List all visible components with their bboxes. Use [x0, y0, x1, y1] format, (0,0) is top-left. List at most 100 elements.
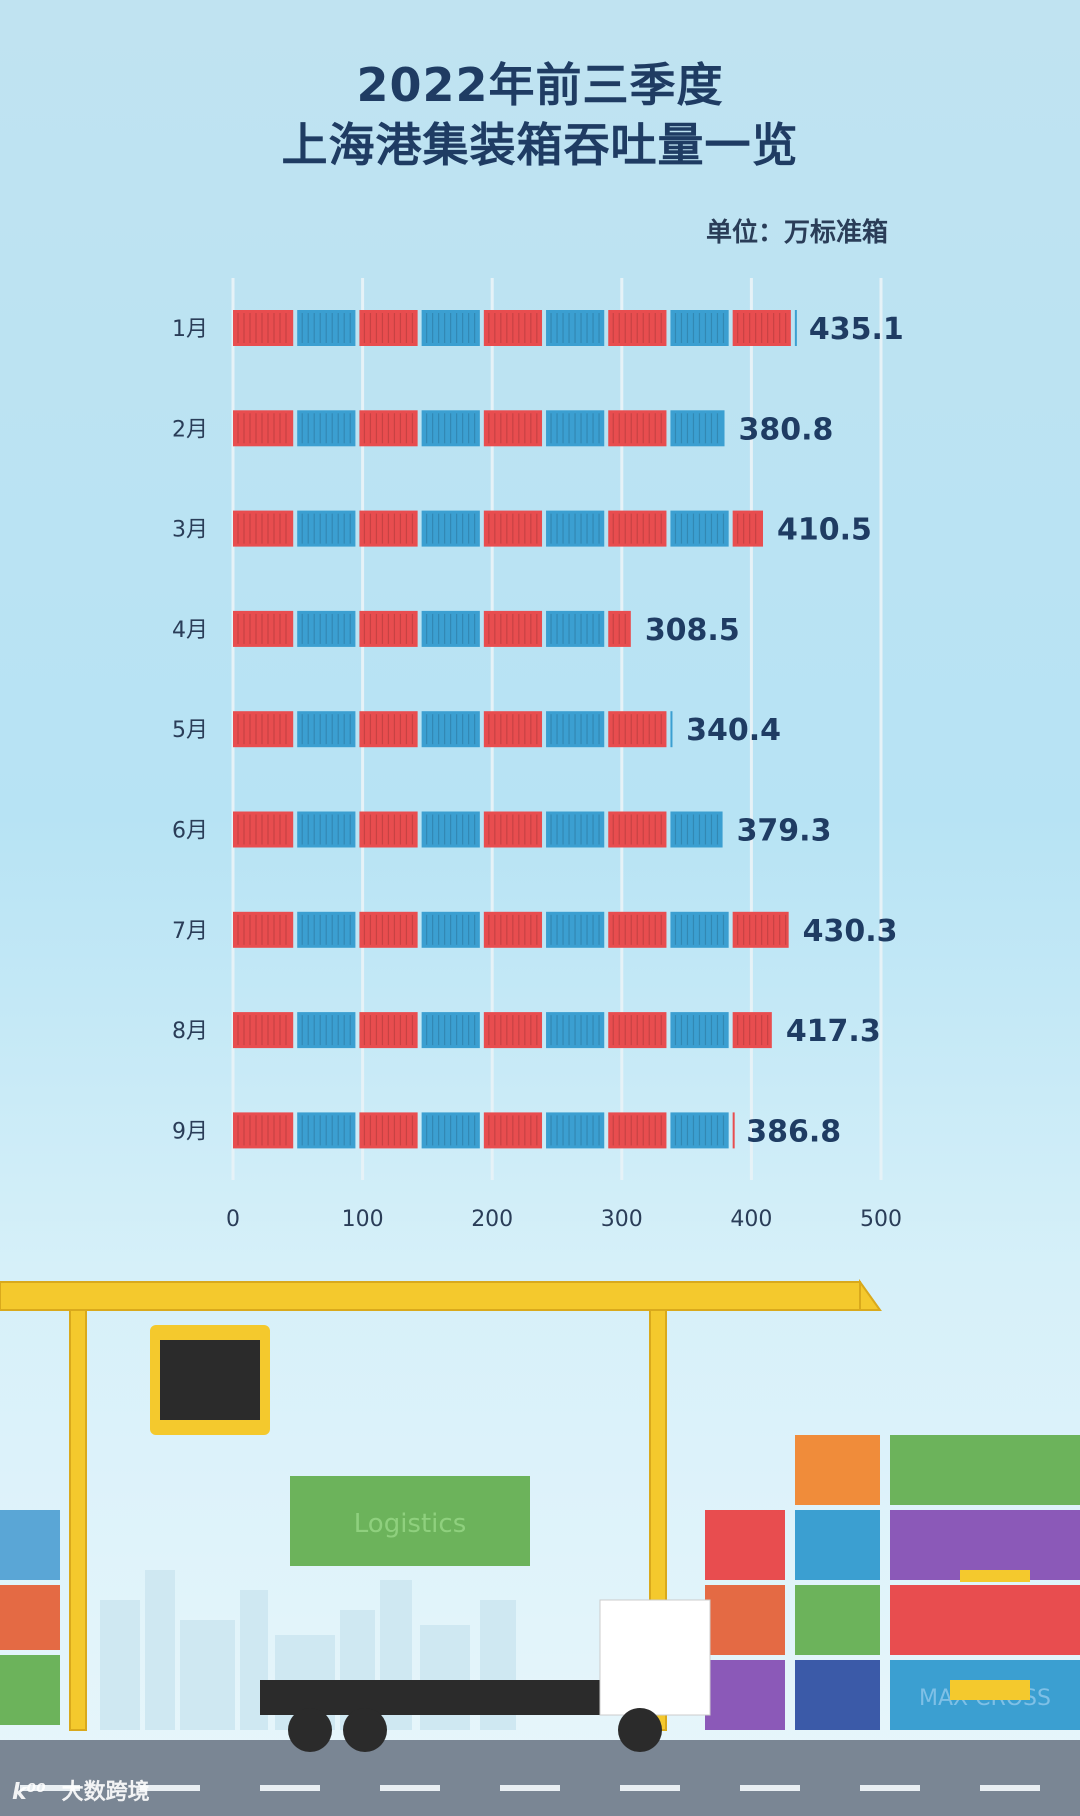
- bar-container-segment: [297, 811, 356, 848]
- port-illustration: MAX CROSS Logistics: [0, 1278, 1080, 1816]
- x-tick-label: 500: [860, 1207, 902, 1232]
- bar-container-segment: [546, 610, 605, 647]
- bar-container-segment: [608, 610, 631, 647]
- category-label: 1月: [172, 317, 208, 342]
- bar-container-segment: [359, 911, 418, 948]
- bar-container-segment: [608, 911, 667, 948]
- category-label: 9月: [172, 1119, 208, 1144]
- bar-container-segment: [421, 410, 480, 447]
- title-line-1: 2022年前三季度: [356, 58, 724, 112]
- bar-container-segment: [483, 811, 543, 848]
- bar-container-segment: [421, 1012, 480, 1049]
- x-tick-label: 0: [226, 1207, 240, 1232]
- bar-container-segment: [359, 1012, 418, 1049]
- bar-container-segment: [233, 911, 294, 948]
- road-markings: [20, 1785, 1040, 1791]
- x-tick-label: 200: [471, 1207, 513, 1232]
- bar-container-segment: [233, 410, 294, 447]
- bar-container-segment: [608, 811, 667, 848]
- bar-value-label: 430.3: [803, 914, 898, 949]
- bar-value-label: 308.5: [645, 613, 740, 648]
- bar-value-label: 435.1: [809, 312, 904, 347]
- bar-value-label: 340.4: [686, 713, 781, 748]
- bar-container-segment: [670, 911, 729, 948]
- bar-container-segment: [608, 510, 667, 547]
- bar-container-segment: [421, 1112, 480, 1149]
- bar-container-segment: [297, 1012, 356, 1049]
- title-line-2: 上海港集装箱吞吐量一览: [281, 118, 799, 172]
- hanging-container-text: Logistics: [354, 1509, 466, 1539]
- bar-container-segment: [670, 310, 729, 346]
- bar-container-segment: [483, 510, 543, 547]
- bar-container-segment: [297, 410, 356, 447]
- bar-container-segment: [233, 811, 294, 848]
- bar-container-segment: [546, 711, 605, 748]
- bar-value-label: 417.3: [786, 1014, 881, 1049]
- bar-container-segment: [483, 1112, 543, 1149]
- x-tick-label: 300: [601, 1207, 643, 1232]
- bar-container-segment: [421, 811, 480, 848]
- bar-container-segment: [359, 1112, 418, 1149]
- crane-cab: [150, 1325, 270, 1435]
- bar-container-segment: [483, 610, 543, 647]
- bar-container-segment: [670, 1112, 729, 1149]
- bar-container-segment: [233, 510, 294, 547]
- category-label: 6月: [172, 819, 208, 844]
- bar-container-segment: [359, 410, 418, 447]
- bar-container-segment: [608, 1112, 667, 1149]
- bar-container-segment: [233, 1012, 294, 1049]
- bar-container-segment: [732, 1012, 772, 1049]
- bar-value-label: 386.8: [746, 1114, 841, 1149]
- bar-container-segment: [233, 610, 294, 647]
- bar-container-segment: [670, 811, 723, 848]
- category-label: 7月: [172, 919, 208, 944]
- bar-container-segment: [732, 510, 764, 547]
- bar-container-segment: [233, 310, 294, 346]
- hanging-container: [290, 1476, 530, 1566]
- bar-container-segment: [483, 711, 543, 748]
- page-title: 2022年前三季度 上海港集装箱吞吐量一览: [0, 55, 1080, 175]
- bar-container-segment: [233, 711, 294, 748]
- bar-container-segment: [359, 610, 418, 647]
- bar-chart: 0 100 200 300 400 500 1月 435.1 2月 380.8 3月 410.5 4月 3…: [172, 278, 904, 1232]
- watermark-mark: k⁰⁰: [12, 1780, 46, 1805]
- right-container-stack: MAX CROSS: [705, 1435, 1080, 1730]
- bar-container-segment: [297, 510, 356, 547]
- road: [0, 1740, 1080, 1816]
- bar-container-segment: [546, 310, 605, 346]
- bar-container-segment: [670, 510, 729, 547]
- truck: [260, 1599, 711, 1752]
- category-label: 8月: [172, 1019, 208, 1044]
- bar-container-segment: [794, 310, 797, 346]
- bar-container-segment: [297, 711, 356, 748]
- bar-container-segment: [483, 310, 543, 346]
- bar-container-segment: [546, 1112, 605, 1149]
- bar-container-segment: [732, 310, 791, 346]
- bar-container-segment: [608, 310, 667, 346]
- bar-container-segment: [546, 911, 605, 948]
- bar-container-segment: [608, 1012, 667, 1049]
- bar-container-segment: [483, 911, 543, 948]
- unit-label: 单位：万标准箱: [705, 218, 888, 248]
- bar-value-label: 410.5: [777, 513, 872, 548]
- bar-container-segment: [608, 410, 667, 447]
- category-label: 5月: [172, 718, 208, 743]
- bar-container-segment: [421, 510, 480, 547]
- bar-container-segment: [421, 310, 480, 346]
- bar-container-segment: [732, 1112, 735, 1149]
- watermark-logo: 大数跨境: [61, 1780, 150, 1805]
- scissor-lift: [950, 1570, 1030, 1700]
- category-label: 2月: [172, 417, 208, 442]
- bar-value-label: 379.3: [737, 814, 832, 849]
- bar-container-segment: [421, 911, 480, 948]
- bar-container-segment: [546, 510, 605, 547]
- bar-container-segment: [732, 911, 789, 948]
- bar-value-label: 380.8: [739, 412, 834, 447]
- bar-container-segment: [483, 1012, 543, 1049]
- bar-container-segment: [297, 1112, 356, 1149]
- left-container-stack: [0, 1510, 60, 1725]
- x-tick-label: 400: [730, 1207, 772, 1232]
- bar-container-segment: [670, 410, 725, 447]
- bar-container-segment: [546, 410, 605, 447]
- bar-container-segment: [359, 711, 418, 748]
